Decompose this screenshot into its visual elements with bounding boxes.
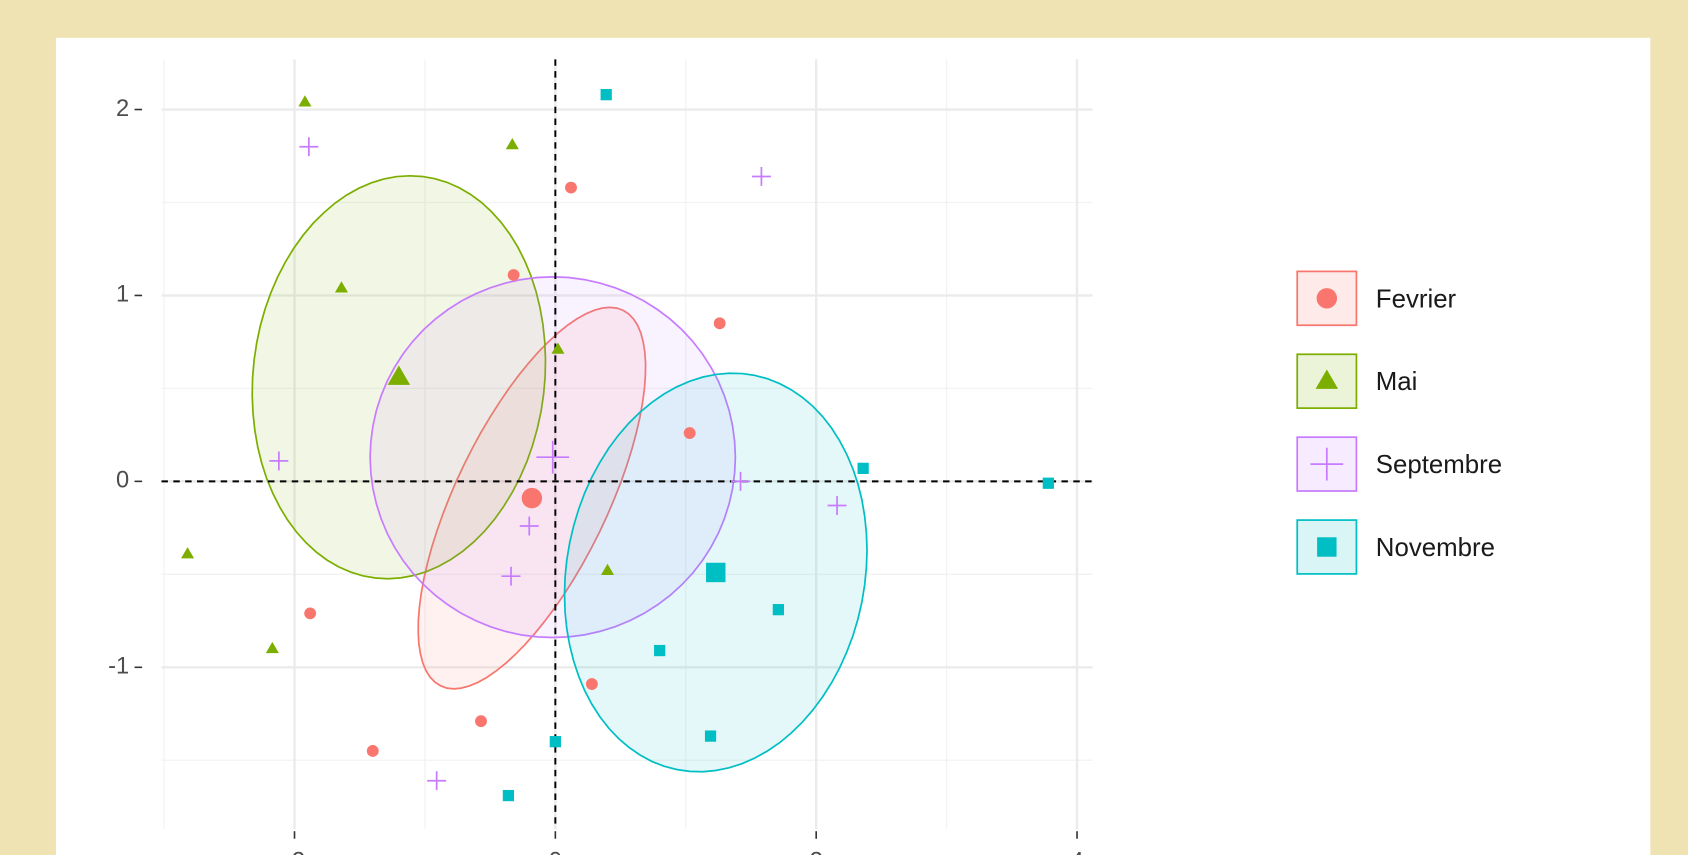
centroid <box>521 487 543 509</box>
point <box>366 745 379 757</box>
legend-label: Novembre <box>1376 534 1495 562</box>
point <box>857 462 869 474</box>
point <box>1042 477 1054 489</box>
point <box>269 451 289 471</box>
point <box>507 269 520 281</box>
point <box>334 281 348 293</box>
legend-symbol <box>1317 537 1337 557</box>
x-tick-label: 0 <box>549 849 562 855</box>
legend-label: Mai <box>1376 368 1418 396</box>
point <box>304 607 317 620</box>
x-tick-label: 2 <box>810 849 823 855</box>
centroid <box>387 365 411 385</box>
point <box>565 181 577 194</box>
panel-background <box>55 37 1651 855</box>
point <box>299 137 319 157</box>
x-tick-label: -2 <box>284 849 305 855</box>
y-tick-label: -1 <box>108 654 129 680</box>
legend-key <box>1296 436 1358 492</box>
point <box>475 715 487 728</box>
point <box>505 138 519 150</box>
centroid <box>536 440 570 474</box>
point <box>731 471 751 491</box>
point <box>713 317 726 330</box>
legend-symbol <box>1315 369 1339 389</box>
point <box>549 736 561 748</box>
legend-label: Fevrier <box>1376 285 1457 313</box>
point <box>827 496 847 516</box>
point <box>502 789 515 802</box>
point <box>772 604 784 616</box>
point <box>751 166 771 186</box>
y-tick-label: 2 <box>116 96 129 122</box>
point <box>519 516 539 536</box>
legend-symbol <box>1310 447 1344 481</box>
point <box>265 641 279 654</box>
point <box>551 342 565 354</box>
point <box>181 547 195 559</box>
y-tick-label: 1 <box>116 282 129 308</box>
point <box>704 730 717 742</box>
legend-key <box>1296 353 1358 409</box>
legend-symbol <box>1316 288 1338 309</box>
y-tick-label: 0 <box>116 468 129 494</box>
point <box>501 566 521 586</box>
centroid <box>706 562 726 583</box>
point <box>654 644 666 657</box>
point <box>600 89 612 101</box>
point <box>683 427 696 439</box>
point <box>585 678 598 690</box>
point <box>427 771 447 791</box>
point <box>298 95 312 107</box>
point <box>601 563 615 576</box>
legend-label: Septembre <box>1376 451 1502 479</box>
x-tick-label: 4 <box>1070 849 1083 855</box>
